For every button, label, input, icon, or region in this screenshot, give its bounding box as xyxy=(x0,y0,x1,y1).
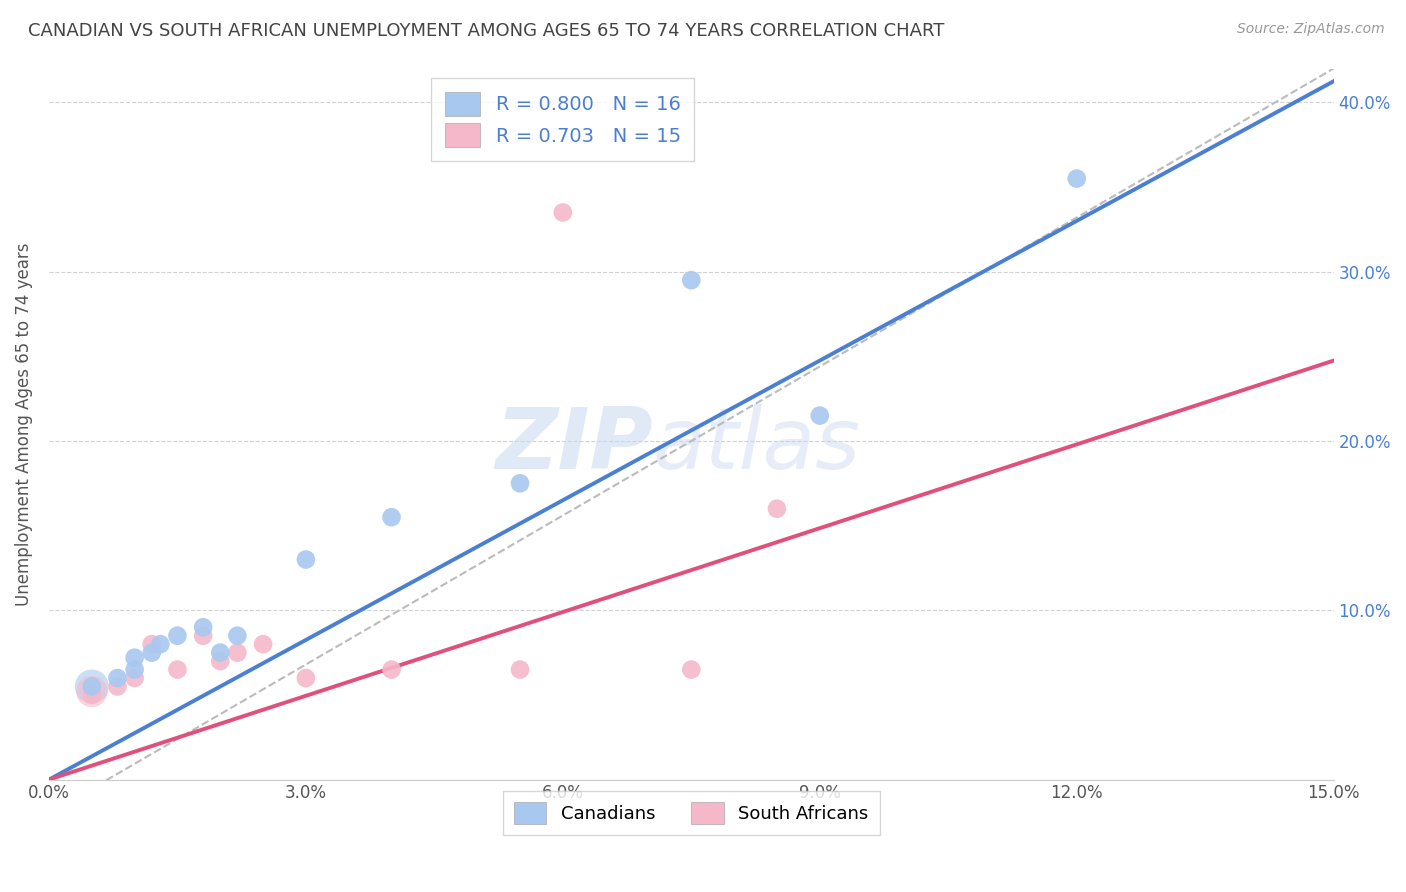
Point xyxy=(191,620,214,634)
Text: CANADIAN VS SOUTH AFRICAN UNEMPLOYMENT AMONG AGES 65 TO 74 YEARS CORRELATION CHA: CANADIAN VS SOUTH AFRICAN UNEMPLOYMENT A… xyxy=(28,22,945,40)
Point xyxy=(295,671,318,685)
Point xyxy=(380,663,402,677)
Y-axis label: Unemployment Among Ages 65 to 74 years: Unemployment Among Ages 65 to 74 years xyxy=(15,243,32,606)
Point xyxy=(1066,171,1088,186)
Point xyxy=(191,629,214,643)
Point xyxy=(80,680,103,694)
Text: Source: ZipAtlas.com: Source: ZipAtlas.com xyxy=(1237,22,1385,37)
Point xyxy=(107,680,129,694)
Point xyxy=(149,637,172,651)
Point xyxy=(808,409,831,423)
Point xyxy=(209,646,232,660)
Point xyxy=(509,476,531,491)
Point xyxy=(124,650,146,665)
Point xyxy=(252,637,274,651)
Point xyxy=(107,671,129,685)
Point xyxy=(380,510,402,524)
Point xyxy=(509,663,531,677)
Point xyxy=(80,684,103,698)
Point xyxy=(166,663,188,677)
Point xyxy=(766,501,789,516)
Point xyxy=(226,646,249,660)
Point xyxy=(551,205,574,219)
Point xyxy=(124,671,146,685)
Text: atlas: atlas xyxy=(652,404,860,487)
Point xyxy=(124,663,146,677)
Point xyxy=(80,680,103,694)
Text: ZIP: ZIP xyxy=(495,404,652,487)
Point xyxy=(166,629,188,643)
Point xyxy=(141,646,163,660)
Point xyxy=(141,637,163,651)
Point xyxy=(681,273,703,287)
Point xyxy=(226,629,249,643)
Legend: Canadians, South Africans: Canadians, South Africans xyxy=(503,791,880,835)
Point xyxy=(80,688,103,702)
Point xyxy=(295,552,318,566)
Point xyxy=(681,663,703,677)
Point xyxy=(209,654,232,668)
